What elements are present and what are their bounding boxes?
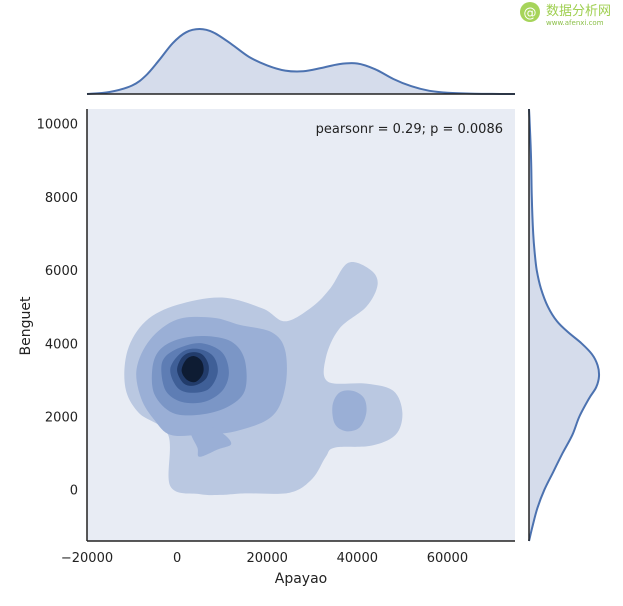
watermark-logo-icon bbox=[520, 2, 540, 22]
x-axis-label: Apayao bbox=[275, 571, 327, 587]
x-tick-label: 60000 bbox=[427, 551, 468, 566]
svg-text:@: @ bbox=[524, 6, 537, 21]
x-tick-labels: −20000 0 20000 40000 60000 bbox=[61, 551, 468, 566]
kde-contour-level-2-region-3 bbox=[332, 390, 367, 432]
x-tick-label: 40000 bbox=[337, 551, 378, 566]
top-marginal-line bbox=[86, 27, 516, 96]
x-tick-label: 0 bbox=[173, 551, 181, 566]
x-tick-label: 20000 bbox=[247, 551, 288, 566]
y-tick-label: 6000 bbox=[45, 264, 78, 279]
pearson-annotation: pearsonr = 0.29; p = 0.0086 bbox=[316, 122, 503, 137]
y-tick-labels: 0 2000 4000 6000 8000 10000 bbox=[37, 118, 78, 499]
watermark-title: 数据分析网 bbox=[546, 4, 611, 19]
right-marginal-line bbox=[528, 108, 601, 542]
kde-contour-level-2-region-2 bbox=[190, 423, 232, 457]
y-tick-label: 8000 bbox=[45, 191, 78, 206]
x-tick-label: −20000 bbox=[61, 551, 113, 566]
top-marginal-fill bbox=[87, 29, 515, 95]
y-tick-label: 0 bbox=[70, 484, 78, 499]
watermark: @ 数据分析网 www.afenxi.com bbox=[520, 2, 611, 27]
top-marginal-kde bbox=[86, 27, 516, 96]
y-tick-label: 10000 bbox=[37, 118, 78, 133]
right-marginal-kde bbox=[528, 108, 601, 542]
y-axis-label: Benguet bbox=[18, 296, 34, 355]
y-tick-label: 2000 bbox=[45, 411, 78, 426]
y-tick-label: 4000 bbox=[45, 337, 78, 352]
right-marginal-fill bbox=[529, 109, 600, 541]
watermark-url: www.afenxi.com bbox=[546, 19, 604, 27]
kde-contours bbox=[124, 262, 403, 496]
kde-contour-level-7-region-1 bbox=[181, 356, 204, 383]
